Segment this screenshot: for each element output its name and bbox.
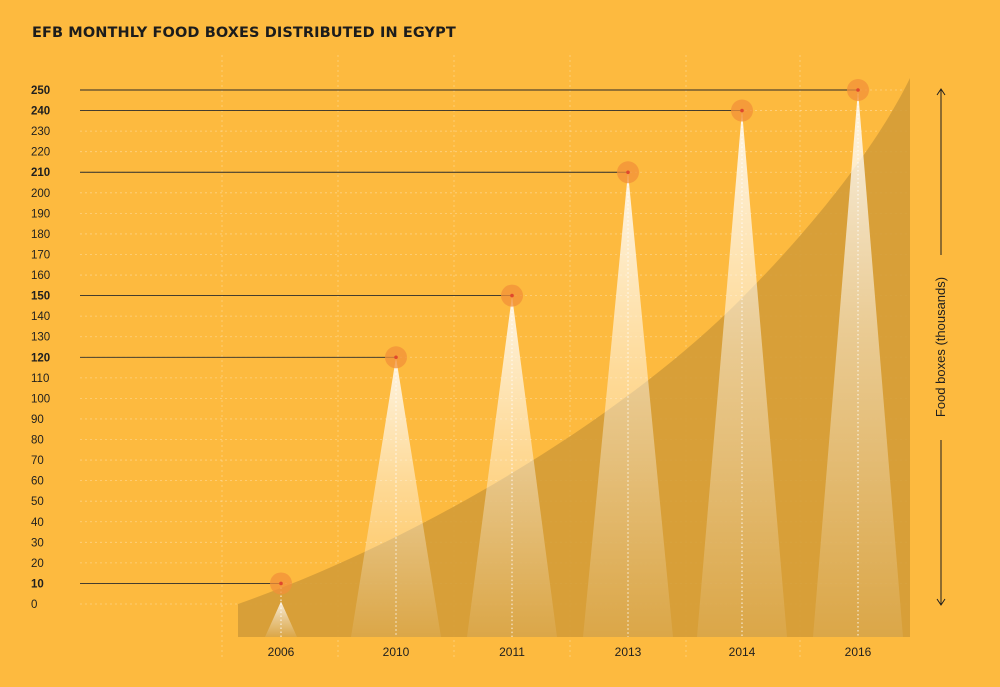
x-axis-ticks: 2006 2010 2011 2013 2014 2016	[268, 645, 872, 659]
spike-2010	[351, 357, 441, 637]
y-tick-label: 110	[31, 373, 49, 385]
x-tick-label: 2011	[499, 645, 525, 659]
spike-2013	[583, 172, 673, 638]
y-tick-label: 70	[31, 455, 44, 467]
y-tick-label: 160	[31, 270, 50, 282]
y-tick-label: 0	[31, 599, 37, 611]
y-tick-label: 130	[31, 332, 50, 344]
value-marker-dot	[740, 108, 744, 113]
x-tick-label: 2006	[268, 645, 295, 659]
value-marker-dot	[856, 88, 860, 92]
arrow-up-icon	[936, 88, 946, 96]
y-tick-label: 100	[31, 393, 50, 405]
x-tick-label: 2013	[615, 645, 642, 659]
y-tick-label: 30	[31, 537, 44, 549]
y-tick-label: 180	[31, 229, 50, 241]
y-tick-label: 80	[31, 435, 44, 447]
y-tick-label: 170	[31, 249, 50, 261]
arrow-down-icon	[936, 598, 946, 606]
y-tick-label: 220	[31, 147, 50, 159]
spike-series	[265, 90, 903, 638]
spike-2014	[697, 110, 787, 637]
value-marker-dot	[510, 293, 514, 298]
y-tick-label: 60	[31, 476, 44, 488]
y-tick-label: 240	[31, 106, 50, 118]
y-tick-label: 140	[31, 311, 50, 323]
value-marker-dot	[626, 170, 630, 175]
y-tick-label: 250	[31, 85, 50, 97]
value-markers	[270, 79, 869, 595]
chart-title: EFB MONTHLY FOOD BOXES DISTRIBUTED IN EG…	[32, 25, 456, 41]
y-tick-label: 190	[31, 208, 50, 220]
y-tick-label: 120	[31, 352, 50, 364]
y-tick-label: 150	[31, 291, 50, 303]
y-tick-label: 90	[31, 414, 44, 426]
y-axis-ticks: 0 10 20 30 40 50 60 70 80 90 100 110 120 130 140 150 160…	[31, 85, 50, 611]
x-tick-label: 2010	[383, 645, 410, 659]
y-axis-label: Food boxes (thousands)	[933, 277, 948, 417]
spike-2016	[813, 90, 903, 637]
x-tick-label: 2014	[729, 645, 756, 659]
x-tick-label: 2016	[845, 645, 872, 659]
value-marker-dot	[279, 581, 283, 586]
y-tick-label: 210	[31, 167, 50, 179]
y-tick-label: 230	[31, 126, 50, 138]
y-tick-label: 50	[31, 496, 44, 508]
y-axis-indicator: Food boxes (thousands)	[933, 88, 948, 606]
spike-2006	[265, 601, 297, 637]
y-tick-label: 20	[31, 558, 44, 570]
y-tick-label: 10	[31, 578, 44, 590]
spike-2011	[467, 295, 557, 637]
value-marker-dot	[394, 355, 398, 360]
y-tick-label: 200	[31, 188, 50, 200]
y-tick-label: 40	[31, 517, 44, 529]
